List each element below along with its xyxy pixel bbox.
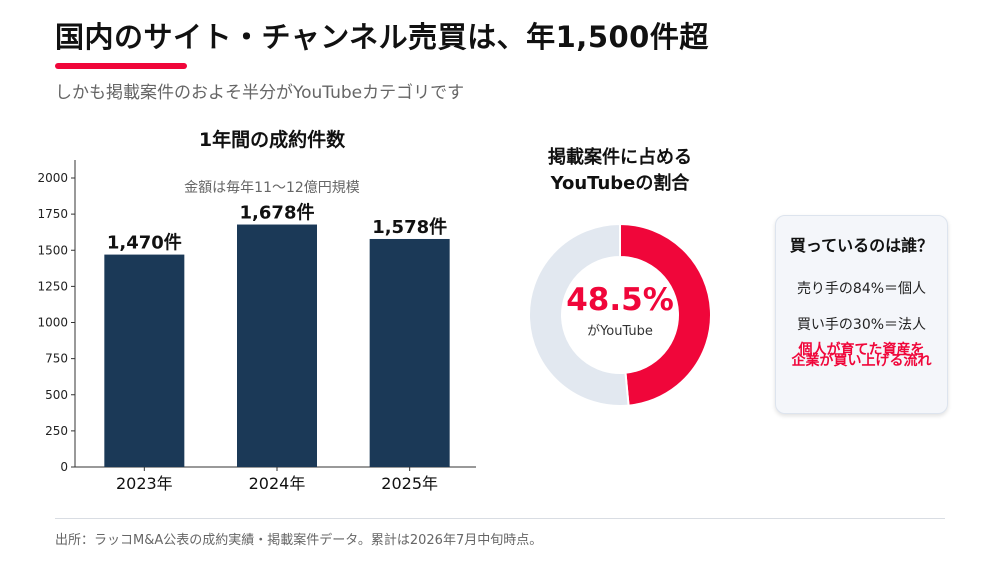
info-card-buyer-stat: 買い手の30%＝法人 (796, 317, 927, 333)
donut-title-line-2: YouTubeの割合 (550, 173, 690, 194)
x-tick-label: 2024年 (249, 474, 306, 493)
bar-data-label: 1,578件 (372, 216, 447, 238)
bar-2023年 (104, 254, 185, 467)
donut-chart-title: 掲載案件に占める YouTubeの割合 (518, 145, 722, 197)
donut-center-value: 48.5% (566, 282, 674, 318)
y-tick-label: 1250 (37, 279, 68, 293)
title-accent-bar (55, 63, 187, 69)
bar-chart-annotation: 金額は毎年11〜12億円規模 (184, 180, 360, 196)
y-tick-label: 1500 (37, 243, 68, 257)
y-tick-label: 1000 (37, 316, 68, 330)
info-card-heading: 買っているのは誰？ (789, 236, 934, 255)
info-card-accent-line-2: 企業が買い上げる流れ (791, 353, 932, 369)
donut-slice-other (528, 222, 630, 407)
bar-2025年 (369, 238, 450, 467)
donut-title-line-1: 掲載案件に占める (548, 147, 692, 168)
source-note: 出所：ラッコM&A公表の成約実績・掲載案件データ。累計は2026年7月中旬時点。 (55, 533, 543, 548)
bar-chart-title: 1年間の成約件数 (198, 129, 346, 151)
buyer-info-card: 買っているのは誰？ 売り手の84%＝個人 買い手の30%＝法人 個人が育てた資産… (775, 215, 948, 414)
info-card-seller-stat: 売り手の84%＝個人 (796, 281, 927, 297)
bar-2024年 (237, 224, 317, 467)
y-tick-label: 2000 (37, 171, 68, 185)
y-tick-label: 750 (45, 352, 68, 366)
page-title: 国内のサイト・チャンネル売買は、年1,500件超 (55, 20, 709, 54)
donut-slice-youtube (619, 222, 712, 407)
y-tick-label: 0 (60, 460, 68, 474)
donut-center: 48.5% がYouTube (555, 282, 685, 339)
x-tick-label: 2023年 (116, 474, 173, 493)
y-tick-label: 500 (45, 388, 68, 402)
donut-center-label: がYouTube (587, 324, 653, 339)
x-tick-label: 2025年 (381, 474, 438, 493)
bar-data-label: 1,470件 (107, 232, 182, 254)
footer-divider (55, 518, 945, 519)
page-subtitle: しかも掲載案件のおよそ半分がYouTubeカテゴリです (55, 83, 465, 103)
info-card-accent-line-1: 個人が育てた資産を (798, 342, 925, 358)
y-tick-label: 1750 (37, 207, 68, 221)
y-tick-label: 250 (45, 424, 68, 438)
bar-data-label: 1,678件 (240, 202, 315, 224)
